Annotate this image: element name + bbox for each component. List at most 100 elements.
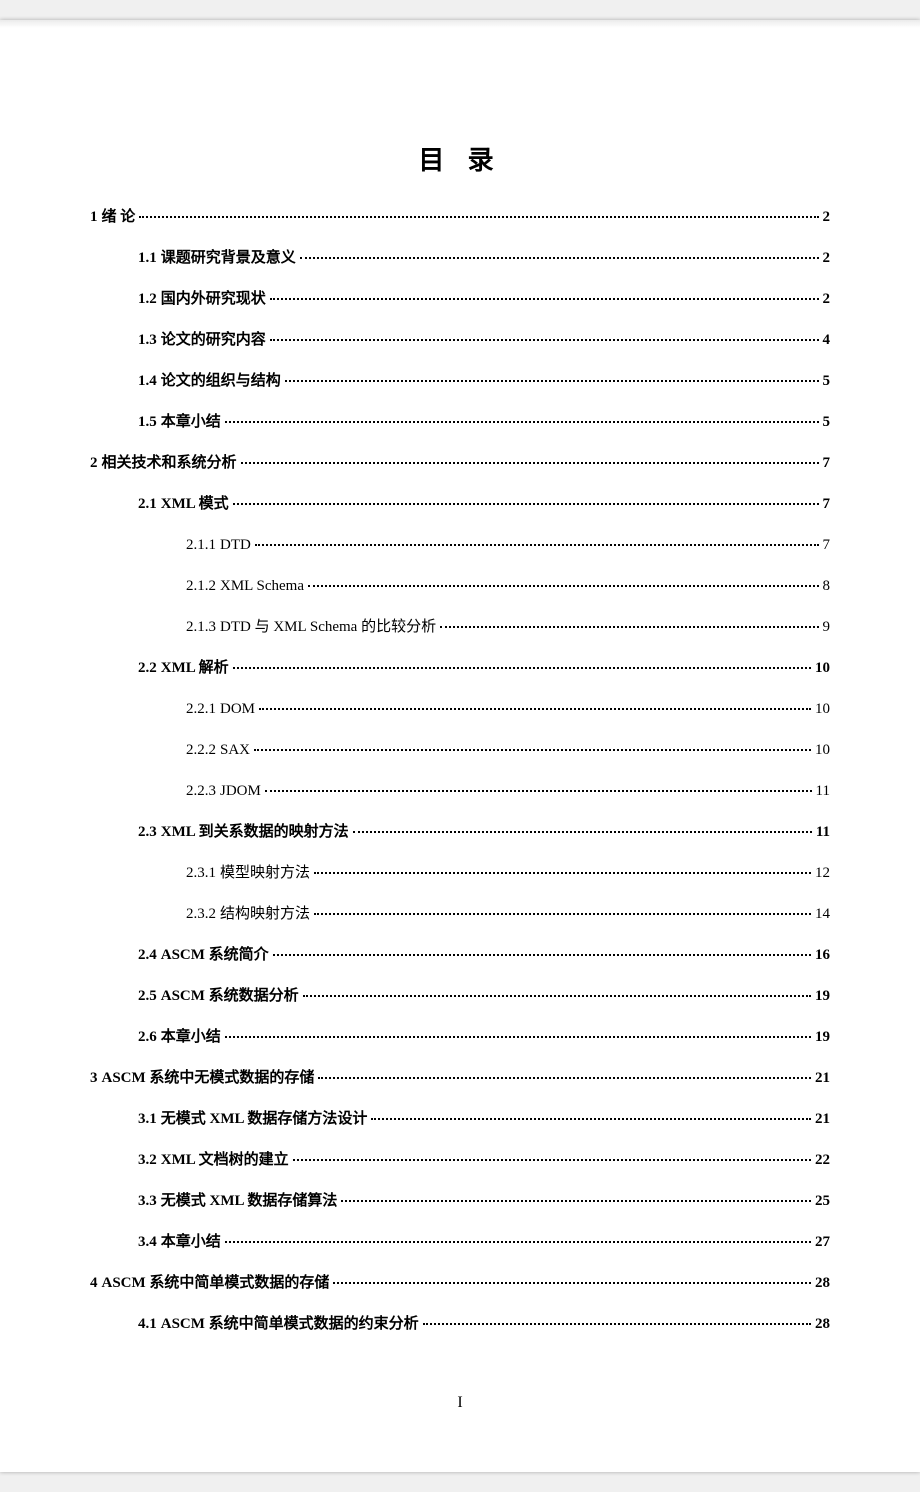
toc-entry-label: ASCM 系统中简单模式数据的存储 — [102, 1273, 330, 1294]
toc-leader-dots — [265, 790, 812, 792]
toc-entry-number: 2.1.1 — [186, 535, 216, 556]
toc-entry: 2.1XML 模式7 — [90, 494, 830, 515]
toc-entry-page: 22 — [815, 1150, 830, 1171]
toc-entry-label: 相关技术和系统分析 — [102, 453, 237, 474]
toc-entry-number: 1.4 — [138, 371, 157, 392]
toc-leader-dots — [270, 298, 819, 300]
toc-leader-dots — [225, 1241, 811, 1243]
toc-entry-page: 11 — [816, 822, 830, 843]
toc-leader-dots — [371, 1118, 811, 1120]
toc-entry-label: ASCM 系统中无模式数据的存储 — [102, 1068, 315, 1089]
toc-leader-dots — [314, 913, 811, 915]
toc-entry-number: 3.3 — [138, 1191, 157, 1212]
toc-entry-number: 3.2 — [138, 1150, 157, 1171]
toc-entry: 3.1无模式 XML 数据存储方法设计21 — [90, 1109, 830, 1130]
toc-entry: 2.6本章小结19 — [90, 1027, 830, 1048]
toc-leader-dots — [233, 667, 811, 669]
toc-entry-number: 1 — [90, 207, 98, 228]
toc-entry-page: 8 — [823, 576, 831, 597]
toc-leader-dots — [300, 257, 819, 259]
toc-entry-number: 2.2.3 — [186, 781, 216, 802]
toc-leader-dots — [303, 995, 811, 997]
toc-entry-page: 28 — [815, 1314, 830, 1335]
toc-entry-label: DTD 与 XML Schema 的比较分析 — [220, 617, 436, 638]
toc-entry: 2.2.3JDOM11 — [90, 781, 830, 802]
toc-leader-dots — [270, 339, 819, 341]
toc-entry-number: 1.3 — [138, 330, 157, 351]
toc-entry-page: 28 — [815, 1273, 830, 1294]
toc-entry-number: 2.3 — [138, 822, 157, 843]
document-page: 目 录 1绪 论21.1课题研究背景及意义21.2国内外研究现状21.3论文的研… — [0, 20, 920, 1472]
toc-entry: 1.2国内外研究现状2 — [90, 289, 830, 310]
toc-entry: 1.5本章小结5 — [90, 412, 830, 433]
toc-leader-dots — [440, 626, 818, 628]
toc-entry: 4.1ASCM 系统中简单模式数据的约束分析 28 — [90, 1314, 830, 1335]
scan-artifact-top — [0, 20, 920, 28]
toc-leader-dots — [341, 1200, 811, 1202]
toc-leader-dots — [318, 1077, 811, 1079]
toc-entry-label: XML 模式 — [161, 494, 229, 515]
toc-leader-dots — [225, 421, 819, 423]
toc-entry-page: 5 — [823, 412, 831, 433]
toc-entry-label: XML Schema — [220, 576, 304, 597]
toc-entry: 3ASCM 系统中无模式数据的存储21 — [90, 1068, 830, 1089]
toc-leader-dots — [273, 954, 811, 956]
toc-leader-dots — [308, 585, 818, 587]
toc-entry-number: 4.1 — [138, 1314, 157, 1335]
toc-entry-number: 2.2.2 — [186, 740, 216, 761]
toc-entry-label: ASCM 系统数据分析 — [161, 986, 299, 1007]
toc-entry: 2.5ASCM 系统数据分析19 — [90, 986, 830, 1007]
toc-entry-label: 本章小结 — [161, 1027, 221, 1048]
toc-entry: 2相关技术和系统分析7 — [90, 453, 830, 474]
toc-leader-dots — [254, 749, 811, 751]
toc-entry-label: ASCM 系统中简单模式数据的约束分析 — [161, 1314, 419, 1335]
toc-entry-number: 2 — [90, 453, 98, 474]
toc-entry-label: 论文的组织与结构 — [161, 371, 281, 392]
toc-entry-number: 2.1.3 — [186, 617, 216, 638]
toc-entry-number: 2.2 — [138, 658, 157, 679]
toc-entry-label: 本章小结 — [161, 1232, 221, 1253]
toc-entry-page: 2 — [823, 207, 831, 228]
toc-list: 1绪 论21.1课题研究背景及意义21.2国内外研究现状21.3论文的研究内容4… — [90, 207, 830, 1335]
toc-entry-page: 27 — [815, 1232, 830, 1253]
toc-entry: 3.4本章小结 27 — [90, 1232, 830, 1253]
toc-leader-dots — [259, 708, 811, 710]
toc-entry: 1.3论文的研究内容 4 — [90, 330, 830, 351]
toc-entry: 1.1课题研究背景及意义2 — [90, 248, 830, 269]
toc-entry: 2.3XML 到关系数据的映射方法11 — [90, 822, 830, 843]
toc-leader-dots — [255, 544, 819, 546]
toc-entry-page: 25 — [815, 1191, 830, 1212]
toc-entry: 1绪 论2 — [90, 207, 830, 228]
toc-entry-label: 课题研究背景及意义 — [161, 248, 296, 269]
toc-entry-page: 10 — [815, 699, 830, 720]
toc-entry-number: 2.3.2 — [186, 904, 216, 925]
toc-entry-number: 2.2.1 — [186, 699, 216, 720]
toc-entry-page: 4 — [823, 330, 831, 351]
toc-entry-number: 3.1 — [138, 1109, 157, 1130]
toc-entry-page: 2 — [823, 289, 831, 310]
toc-entry-number: 3.4 — [138, 1232, 157, 1253]
toc-entry: 4ASCM 系统中简单模式数据的存储28 — [90, 1273, 830, 1294]
toc-entry-page: 21 — [815, 1109, 830, 1130]
toc-entry-label: 无模式 XML 数据存储算法 — [161, 1191, 338, 1212]
toc-entry: 2.3.2结构映射方法14 — [90, 904, 830, 925]
toc-entry-label: JDOM — [220, 781, 261, 802]
toc-entry-number: 2.6 — [138, 1027, 157, 1048]
toc-leader-dots — [139, 216, 818, 218]
toc-entry-number: 1.1 — [138, 248, 157, 269]
toc-entry-label: 论文的研究内容 — [161, 330, 266, 351]
toc-entry-page: 21 — [815, 1068, 830, 1089]
toc-entry-number: 2.4 — [138, 945, 157, 966]
toc-entry-label: 本章小结 — [161, 412, 221, 433]
toc-entry-page: 10 — [815, 658, 830, 679]
toc-entry-number: 2.1.2 — [186, 576, 216, 597]
toc-entry: 2.2.1DOM10 — [90, 699, 830, 720]
toc-leader-dots — [333, 1282, 811, 1284]
toc-entry: 2.1.3DTD 与 XML Schema 的比较分析9 — [90, 617, 830, 638]
toc-leader-dots — [225, 1036, 811, 1038]
toc-entry-page: 12 — [815, 863, 830, 884]
toc-entry: 3.2XML 文档树的建立22 — [90, 1150, 830, 1171]
toc-entry-page: 7 — [823, 535, 831, 556]
toc-entry: 3.3无模式 XML 数据存储算法 25 — [90, 1191, 830, 1212]
toc-leader-dots — [423, 1323, 811, 1325]
